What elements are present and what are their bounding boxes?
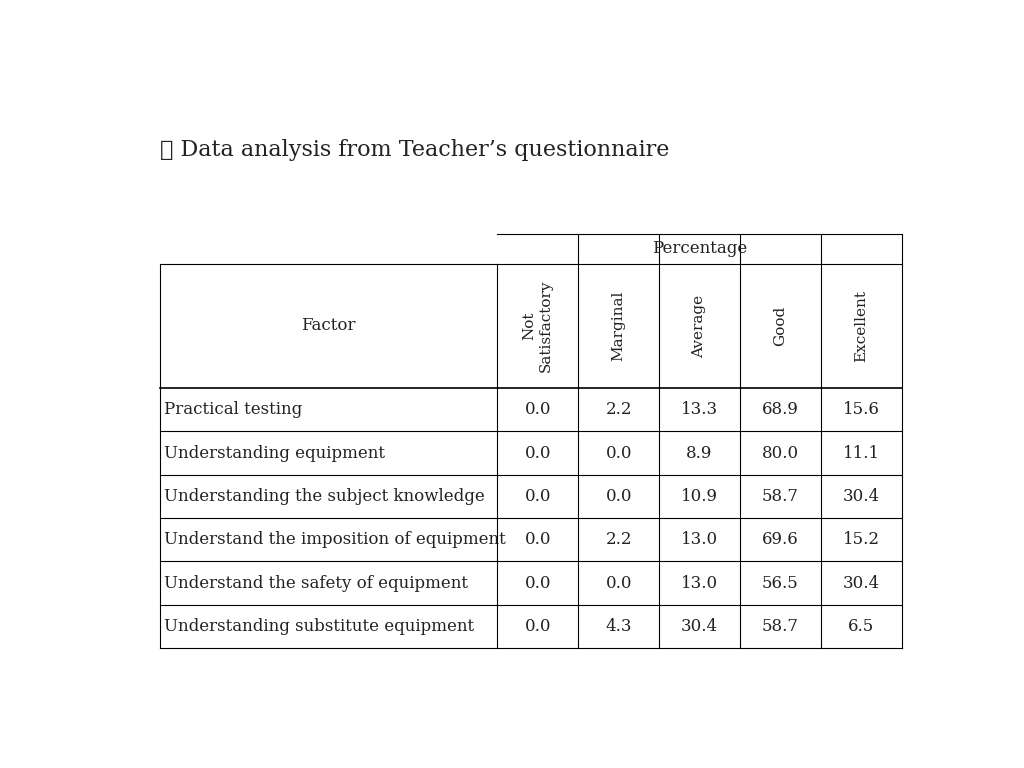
Text: 58.7: 58.7 [762, 618, 799, 635]
Text: Percentage: Percentage [652, 240, 748, 257]
Text: Average: Average [692, 294, 707, 358]
Text: 0.0: 0.0 [605, 574, 632, 591]
Text: Not
Satisfactory: Not Satisfactory [522, 280, 553, 372]
Text: Understanding the subject knowledge: Understanding the subject knowledge [164, 488, 484, 505]
Text: 30.4: 30.4 [843, 574, 880, 591]
Text: 30.4: 30.4 [681, 618, 718, 635]
Text: 30.4: 30.4 [843, 488, 880, 505]
Text: Understanding substitute equipment: Understanding substitute equipment [164, 618, 474, 635]
Text: 58.7: 58.7 [762, 488, 799, 505]
Text: 13.3: 13.3 [681, 401, 718, 419]
Text: Marginal: Marginal [611, 291, 626, 361]
Text: ❖ Data analysis from Teacher’s questionnaire: ❖ Data analysis from Teacher’s questionn… [160, 140, 669, 161]
Text: 8.9: 8.9 [686, 445, 713, 462]
Text: 11.1: 11.1 [843, 445, 880, 462]
Text: 0.0: 0.0 [605, 445, 632, 462]
Text: Understanding equipment: Understanding equipment [164, 445, 385, 462]
Text: 0.0: 0.0 [524, 488, 551, 505]
Text: Good: Good [773, 306, 787, 346]
Text: 68.9: 68.9 [762, 401, 799, 419]
Text: 0.0: 0.0 [605, 488, 632, 505]
Text: 15.2: 15.2 [843, 531, 880, 548]
Text: 69.6: 69.6 [762, 531, 799, 548]
Text: 13.0: 13.0 [681, 531, 718, 548]
Text: 0.0: 0.0 [524, 618, 551, 635]
Text: 80.0: 80.0 [762, 445, 799, 462]
Text: 6.5: 6.5 [848, 618, 874, 635]
Text: 13.0: 13.0 [681, 574, 718, 591]
Text: 0.0: 0.0 [524, 445, 551, 462]
Text: 0.0: 0.0 [524, 401, 551, 419]
Text: Practical testing: Practical testing [164, 401, 302, 419]
Text: 4.3: 4.3 [605, 618, 632, 635]
Text: 2.2: 2.2 [605, 401, 632, 419]
Text: 56.5: 56.5 [762, 574, 799, 591]
Text: Understand the imposition of equipment: Understand the imposition of equipment [164, 531, 506, 548]
Text: 15.6: 15.6 [843, 401, 880, 419]
Text: 0.0: 0.0 [524, 531, 551, 548]
Text: Understand the safety of equipment: Understand the safety of equipment [164, 574, 468, 591]
Text: Factor: Factor [301, 317, 355, 335]
Text: 2.2: 2.2 [605, 531, 632, 548]
Text: 10.9: 10.9 [681, 488, 718, 505]
Text: Excellent: Excellent [854, 290, 868, 362]
Text: 0.0: 0.0 [524, 574, 551, 591]
